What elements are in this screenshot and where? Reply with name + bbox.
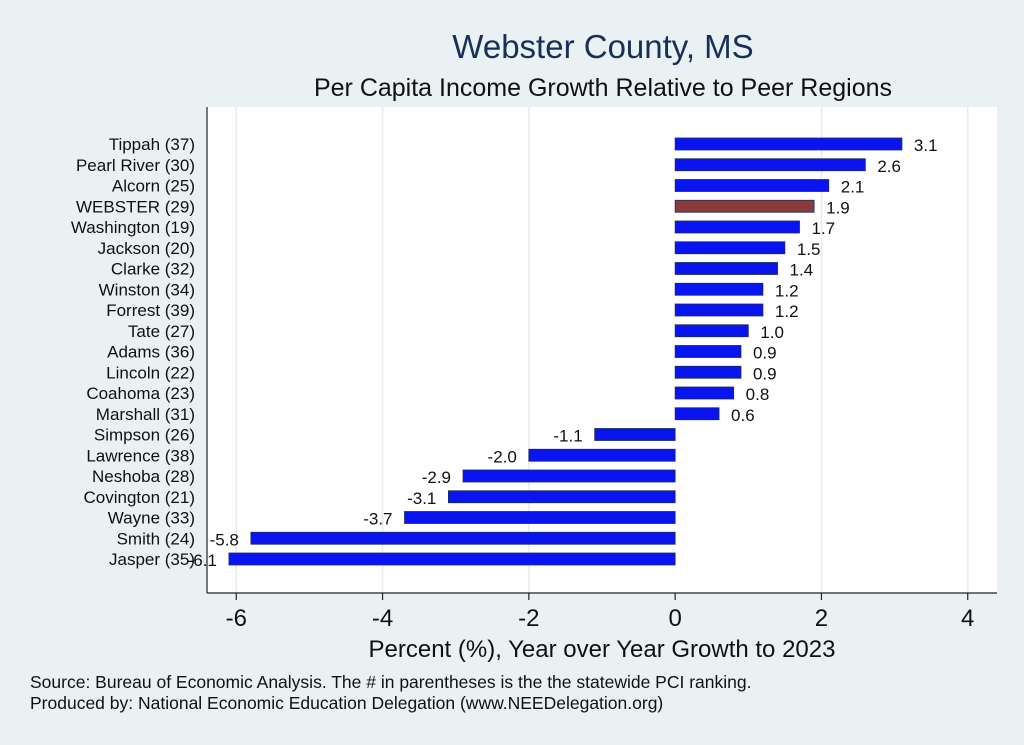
category-label: Pearl River (30) xyxy=(76,156,195,175)
category-label: Marshall (31) xyxy=(96,405,195,424)
category-label: Alcorn (25) xyxy=(112,177,195,196)
x-tick-label: -2 xyxy=(518,605,539,632)
bar xyxy=(674,241,786,255)
value-label: 1.9 xyxy=(826,198,850,217)
bar-highlight xyxy=(674,199,815,213)
chart-subtitle: Per Capita Income Growth Relative to Pee… xyxy=(313,74,893,102)
value-label: -1.1 xyxy=(553,427,582,446)
x-tick-label: 0 xyxy=(668,605,681,632)
chart-title: Webster County, MS xyxy=(452,28,754,65)
bar xyxy=(674,220,800,234)
bar xyxy=(674,407,720,421)
bar xyxy=(674,365,742,379)
bar xyxy=(674,324,749,338)
value-label: 0.8 xyxy=(746,385,770,404)
category-label: Forrest (39) xyxy=(106,301,195,320)
category-label: Jackson (20) xyxy=(98,239,195,258)
bar xyxy=(462,469,676,483)
bar xyxy=(674,137,903,151)
value-label: 2.1 xyxy=(841,178,865,197)
value-label: 1.5 xyxy=(797,240,821,259)
value-label: 0.9 xyxy=(753,364,777,383)
value-label: 0.6 xyxy=(731,406,755,425)
bar xyxy=(228,552,676,566)
bar xyxy=(674,158,866,172)
bar xyxy=(250,531,676,545)
category-label: Tippah (37) xyxy=(109,135,195,154)
source-note: Source: Bureau of Economic Analysis. The… xyxy=(30,672,752,692)
producer-note: Produced by: National Economic Education… xyxy=(30,693,664,713)
category-label: Neshoba (28) xyxy=(92,467,195,486)
category-label: Smith (24) xyxy=(117,529,195,548)
bar xyxy=(404,511,676,524)
category-label: Lincoln (22) xyxy=(106,363,195,382)
bar xyxy=(674,345,742,358)
category-label: Simpson (26) xyxy=(94,426,195,445)
bar xyxy=(447,490,676,504)
value-label: -2.0 xyxy=(488,447,517,466)
category-label: Clarke (32) xyxy=(111,260,195,279)
category-label: Tate (27) xyxy=(128,322,195,341)
value-label: -6.1 xyxy=(188,551,217,570)
bar xyxy=(674,282,764,296)
category-label: Adams (36) xyxy=(107,343,195,362)
category-label: WEBSTER (29) xyxy=(76,197,195,216)
value-label: -5.8 xyxy=(210,530,239,549)
value-label: -2.9 xyxy=(422,468,451,487)
value-label: 1.2 xyxy=(775,281,799,300)
x-axis-title: Percent (%), Year over Year Growth to 20… xyxy=(369,636,836,663)
category-label: Wayne (33) xyxy=(108,509,195,528)
value-label: 1.2 xyxy=(775,302,799,321)
x-tick-label: -4 xyxy=(372,605,393,632)
value-label: -3.7 xyxy=(363,510,392,529)
bar xyxy=(674,179,830,192)
x-tick-label: 4 xyxy=(961,605,974,632)
category-label: Covington (21) xyxy=(83,488,195,507)
category-label: Washington (19) xyxy=(71,218,195,237)
value-label: 0.9 xyxy=(753,344,777,363)
value-label: -3.1 xyxy=(407,489,436,508)
bar xyxy=(674,303,764,317)
value-label: 1.0 xyxy=(760,323,784,342)
bar xyxy=(594,428,676,441)
category-label: Lawrence (38) xyxy=(86,446,195,465)
value-label: 3.1 xyxy=(914,136,938,155)
value-label: 1.4 xyxy=(790,261,814,280)
x-tick-label: 2 xyxy=(815,605,828,632)
x-tick-label: -6 xyxy=(226,605,247,632)
category-label: Coahoma (23) xyxy=(86,384,195,403)
value-label: 2.6 xyxy=(877,157,901,176)
bar xyxy=(528,448,676,462)
category-label: Jasper (35) xyxy=(109,550,195,569)
value-label: 1.7 xyxy=(812,219,836,238)
category-label: Winston (34) xyxy=(99,280,195,299)
bar xyxy=(674,262,778,275)
bar xyxy=(674,386,735,400)
